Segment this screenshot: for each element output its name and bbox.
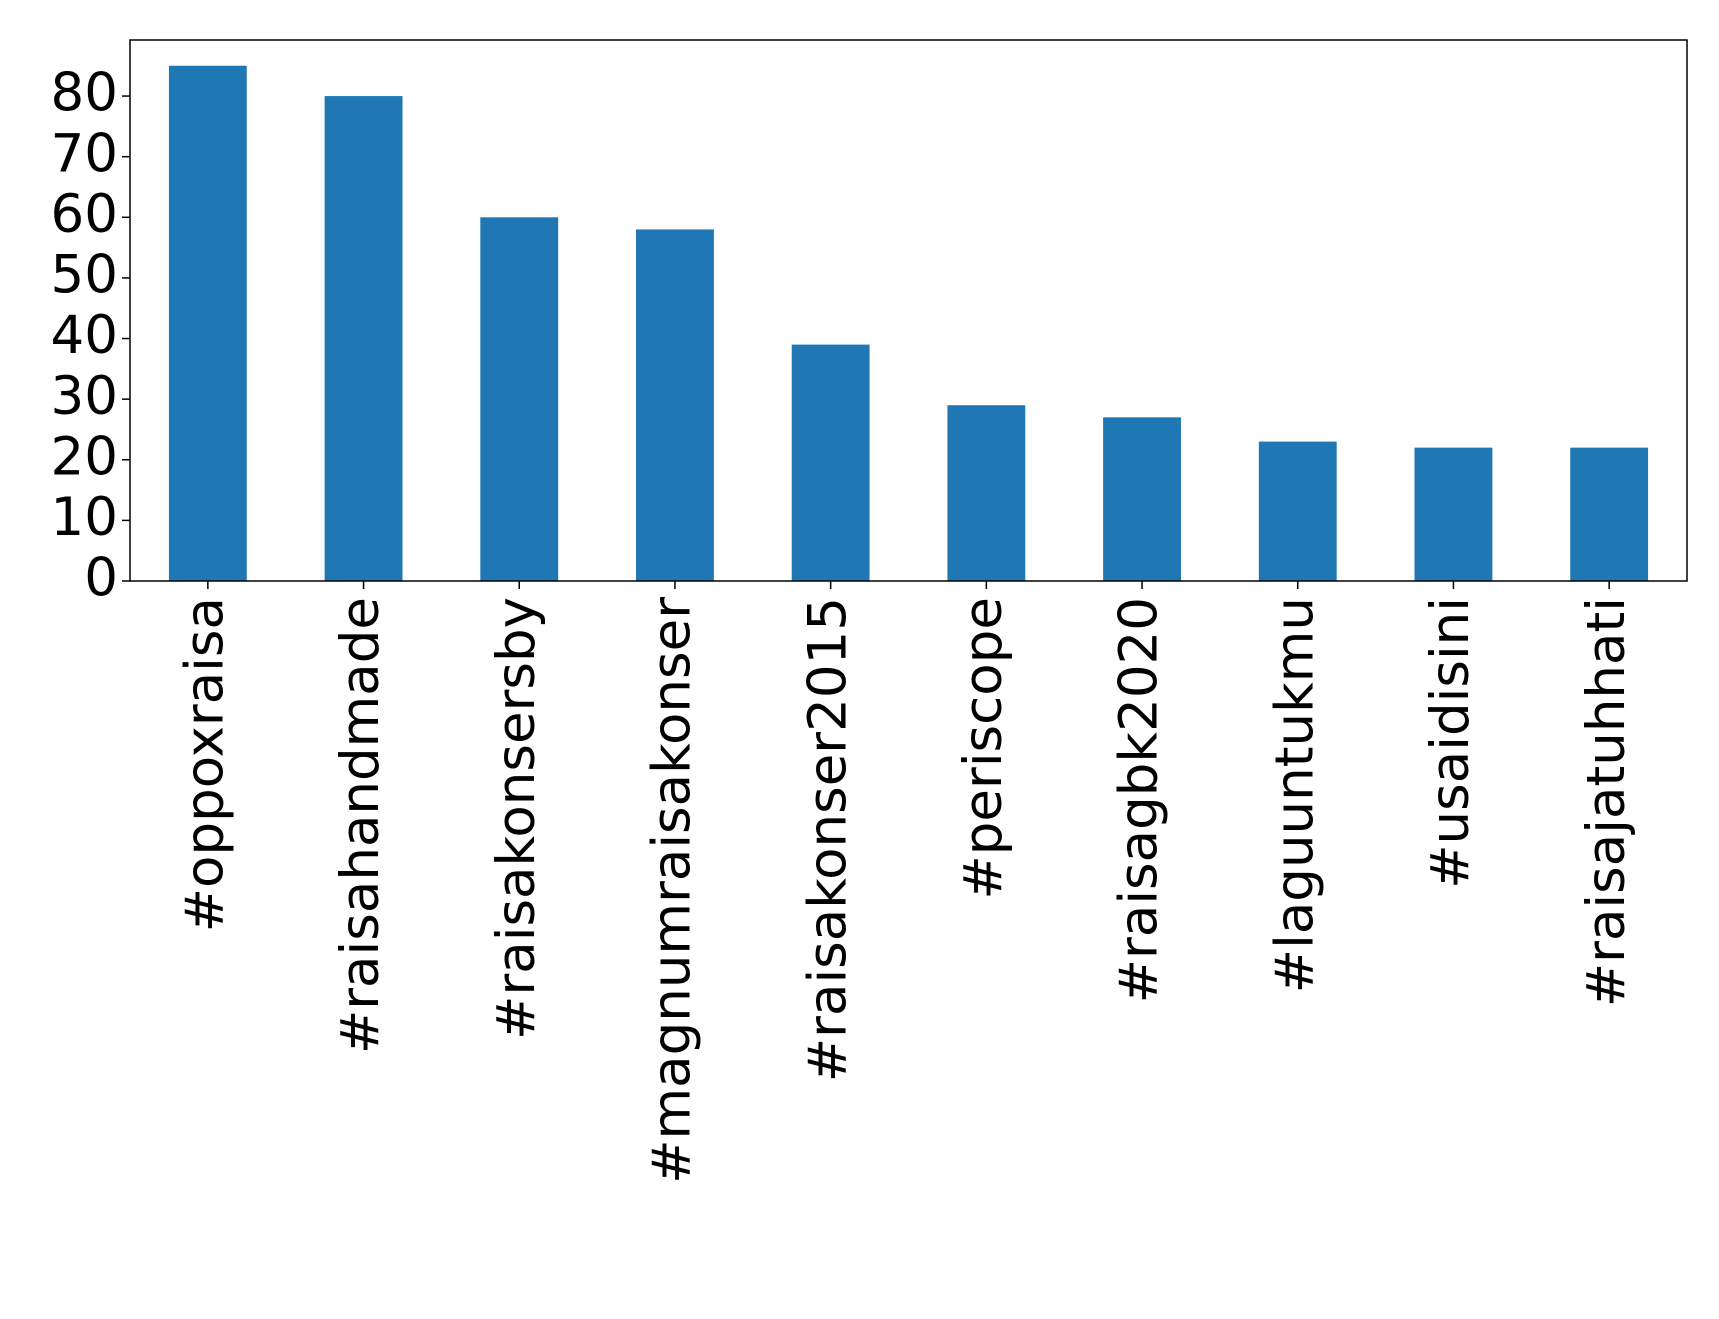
- x-tick-label: #laguuntukmu: [1264, 597, 1325, 993]
- x-tick-label: #oppoxraisa: [174, 597, 235, 932]
- x-tick-label: #raisakonsersby: [486, 597, 547, 1040]
- bar: [168, 65, 247, 581]
- x-tick-label: #raisakonser2015: [797, 597, 858, 1082]
- x-tick-label: #usaidisini: [1420, 597, 1481, 889]
- y-tick-label: 20: [51, 426, 118, 487]
- x-tick-label: #raisahandmade: [330, 597, 391, 1054]
- y-tick-label: 0: [84, 548, 118, 609]
- x-tick-label: #raisagbk2020: [1109, 597, 1170, 1003]
- y-tick-label: 50: [51, 245, 118, 306]
- y-tick-label: 60: [51, 184, 118, 245]
- bar: [1103, 417, 1181, 581]
- y-tick-label: 80: [51, 63, 118, 124]
- plot-frame: [129, 39, 1688, 582]
- bar: [480, 217, 559, 581]
- bar: [1258, 441, 1337, 581]
- x-tick-label: #raisajatuhhati: [1576, 597, 1637, 1007]
- bar: [1570, 447, 1649, 581]
- bar: [791, 344, 870, 581]
- bar: [947, 405, 1026, 581]
- y-tick-label: 70: [51, 123, 118, 184]
- bar: [324, 96, 403, 581]
- bar: [1414, 447, 1493, 581]
- y-tick-label: 30: [51, 366, 118, 427]
- x-tick-label: #periscope: [953, 597, 1014, 900]
- x-tick-label: #magnumraisakonser: [642, 597, 703, 1184]
- bar: [636, 229, 714, 581]
- y-tick-label: 10: [51, 487, 118, 548]
- y-tick-label: 40: [51, 305, 118, 366]
